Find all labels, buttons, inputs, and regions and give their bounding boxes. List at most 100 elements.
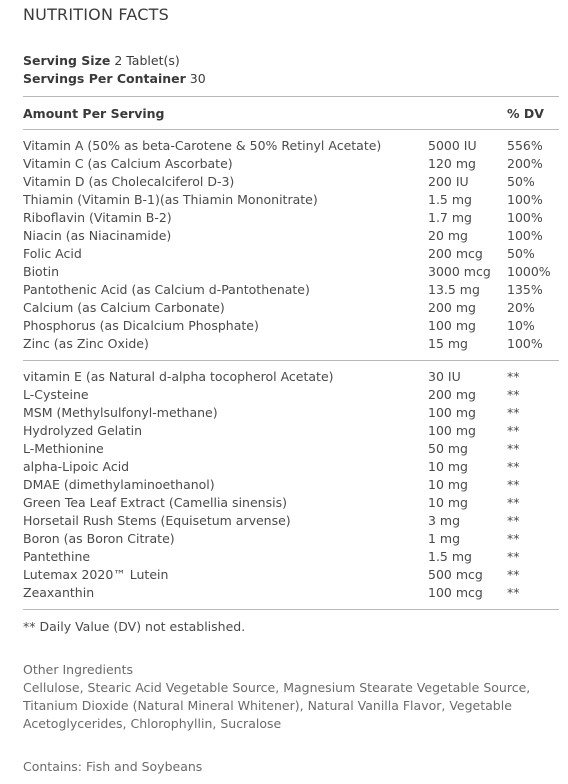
nutrient-dv: 1000% [507,264,551,279]
nutrient-amount: 50 mg [428,441,468,456]
nutrient-dv: 100% [507,228,543,243]
nutrient-name: Biotin [23,264,59,279]
table-row: Hydrolyzed Gelatin 100 mg ** [23,422,559,440]
divider [23,360,559,361]
nutrient-name: alpha-Lipoic Acid [23,459,130,474]
allergen-statement: Contains: Fish and Soybeans [23,759,203,774]
amount-header: Amount Per Serving [23,106,165,121]
footnote: ** Daily Value (DV) not established. [23,619,246,634]
table-row: Zeaxanthin 100 mcg ** [23,584,559,602]
nutrient-name: Thiamin (Vitamin B-1)(as Thiamin Mononit… [23,192,318,207]
nutrient-amount: 13.5 mg [428,282,480,297]
nutrient-dv: ** [507,405,520,420]
nutrient-dv: 10% [507,318,535,333]
nutrient-amount: 200 IU [428,174,469,189]
nutrient-dv: 20% [507,300,535,315]
nutrient-name: Hydrolyzed Gelatin [23,423,143,438]
page-title: NUTRITION FACTS [23,5,169,24]
other-ingredients-label: Other Ingredients [23,662,133,677]
supplements-table: vitamin E (as Natural d-alpha tocopherol… [23,368,559,602]
nutrient-name: Zinc (as Zinc Oxide) [23,336,149,351]
nutrient-dv: ** [507,585,520,600]
nutrient-amount: 15 mg [428,336,468,351]
serving-size-label: Serving Size [23,53,111,68]
servings-per-container: Servings Per Container 30 [23,71,206,86]
table-row: Thiamin (Vitamin B-1)(as Thiamin Mononit… [23,191,559,209]
table-row: L-Cysteine 200 mg ** [23,386,559,404]
nutrient-amount: 10 mg [428,459,468,474]
nutrient-dv: ** [507,459,520,474]
nutrient-name: Calcium (as Calcium Carbonate) [23,300,225,315]
nutrient-dv: ** [507,567,520,582]
nutrient-dv: 135% [507,282,543,297]
nutrient-name: Boron (as Boron Citrate) [23,531,175,546]
table-row: Horsetail Rush Stems (Equisetum arvense)… [23,512,559,530]
servings-label: Servings Per Container [23,71,186,86]
nutrient-name: Horsetail Rush Stems (Equisetum arvense) [23,513,291,528]
dv-header: % DV [507,106,544,121]
nutrient-dv: ** [507,531,520,546]
nutrient-amount: 200 mg [428,300,476,315]
nutrient-dv: ** [507,495,520,510]
table-row: Zinc (as Zinc Oxide) 15 mg 100% [23,335,559,353]
serving-size: Serving Size 2 Tablet(s) [23,53,180,68]
nutrient-name: Zeaxanthin [23,585,95,600]
serving-size-value: 2 Tablet(s) [114,53,180,68]
nutrient-dv: 50% [507,246,535,261]
nutrient-name: Vitamin D (as Cholecalciferol D-3) [23,174,235,189]
nutrient-name: Lutemax 2020™ Lutein [23,567,169,582]
nutrient-amount: 20 mg [428,228,468,243]
table-row: alpha-Lipoic Acid 10 mg ** [23,458,559,476]
nutrient-name: Folic Acid [23,246,82,261]
vitamins-table: Vitamin A (50% as beta-Carotene & 50% Re… [23,137,559,353]
table-row: Biotin 3000 mcg 1000% [23,263,559,281]
nutrient-dv: 556% [507,138,543,153]
nutrient-name: DMAE (dimethylaminoethanol) [23,477,215,492]
nutrient-dv: 100% [507,192,543,207]
nutrient-amount: 10 mg [428,477,468,492]
nutrient-name: Phosphorus (as Dicalcium Phosphate) [23,318,259,333]
nutrient-dv: ** [507,441,520,456]
divider [23,129,559,130]
table-row: Boron (as Boron Citrate) 1 mg ** [23,530,559,548]
nutrient-dv: 50% [507,174,535,189]
nutrient-amount: 100 mg [428,318,476,333]
nutrient-dv: 100% [507,210,543,225]
table-row: Vitamin C (as Calcium Ascorbate) 120 mg 20… [23,155,559,173]
table-row: Pantothenic Acid (as Calcium d-Pantothen… [23,281,559,299]
table-row: L-Methionine 50 mg ** [23,440,559,458]
table-row: Niacin (as Niacinamide) 20 mg 100% [23,227,559,245]
nutrient-name: MSM (Methylsulfonyl-methane) [23,405,218,420]
nutrient-dv: 100% [507,336,543,351]
nutrient-dv: ** [507,477,520,492]
nutrient-dv: ** [507,423,520,438]
table-row: Vitamin A (50% as beta-Carotene & 50% Re… [23,137,559,155]
table-row: MSM (Methylsulfonyl-methane) 100 mg ** [23,404,559,422]
nutrient-amount: 30 IU [428,369,461,384]
nutrient-dv: ** [507,513,520,528]
table-row: vitamin E (as Natural d-alpha tocopherol… [23,368,559,386]
nutrient-amount: 200 mcg [428,246,483,261]
table-row: Vitamin D (as Cholecalciferol D-3) 200 IU… [23,173,559,191]
nutrient-amount: 500 mcg [428,567,483,582]
nutrient-name: Pantethine [23,549,91,564]
table-row: Lutemax 2020™ Lutein 500 mcg ** [23,566,559,584]
servings-value: 30 [189,71,206,86]
nutrient-amount: 100 mcg [428,585,483,600]
table-row: Pantethine 1.5 mg ** [23,548,559,566]
nutrient-name: L-Methionine [23,441,104,456]
nutrient-amount: 100 mg [428,405,476,420]
nutrient-amount: 3 mg [428,513,461,528]
nutrient-name: Niacin (as Niacinamide) [23,228,172,243]
table-row: Calcium (as Calcium Carbonate) 200 mg 20% [23,299,559,317]
table-row: Riboflavin (Vitamin B-2) 1.7 mg 100% [23,209,559,227]
nutrient-amount: 3000 mcg [428,264,491,279]
nutrient-name: Pantothenic Acid (as Calcium d-Pantothen… [23,282,310,297]
nutrient-name: Vitamin C (as Calcium Ascorbate) [23,156,233,171]
other-ingredients-text: Cellulose, Stearic Acid Vegetable Source… [23,680,531,731]
nutrient-amount: 1.5 mg [428,192,472,207]
table-header: Amount Per Serving % DV [23,106,559,121]
nutrient-dv: 200% [507,156,543,171]
nutrient-amount: 10 mg [428,495,468,510]
